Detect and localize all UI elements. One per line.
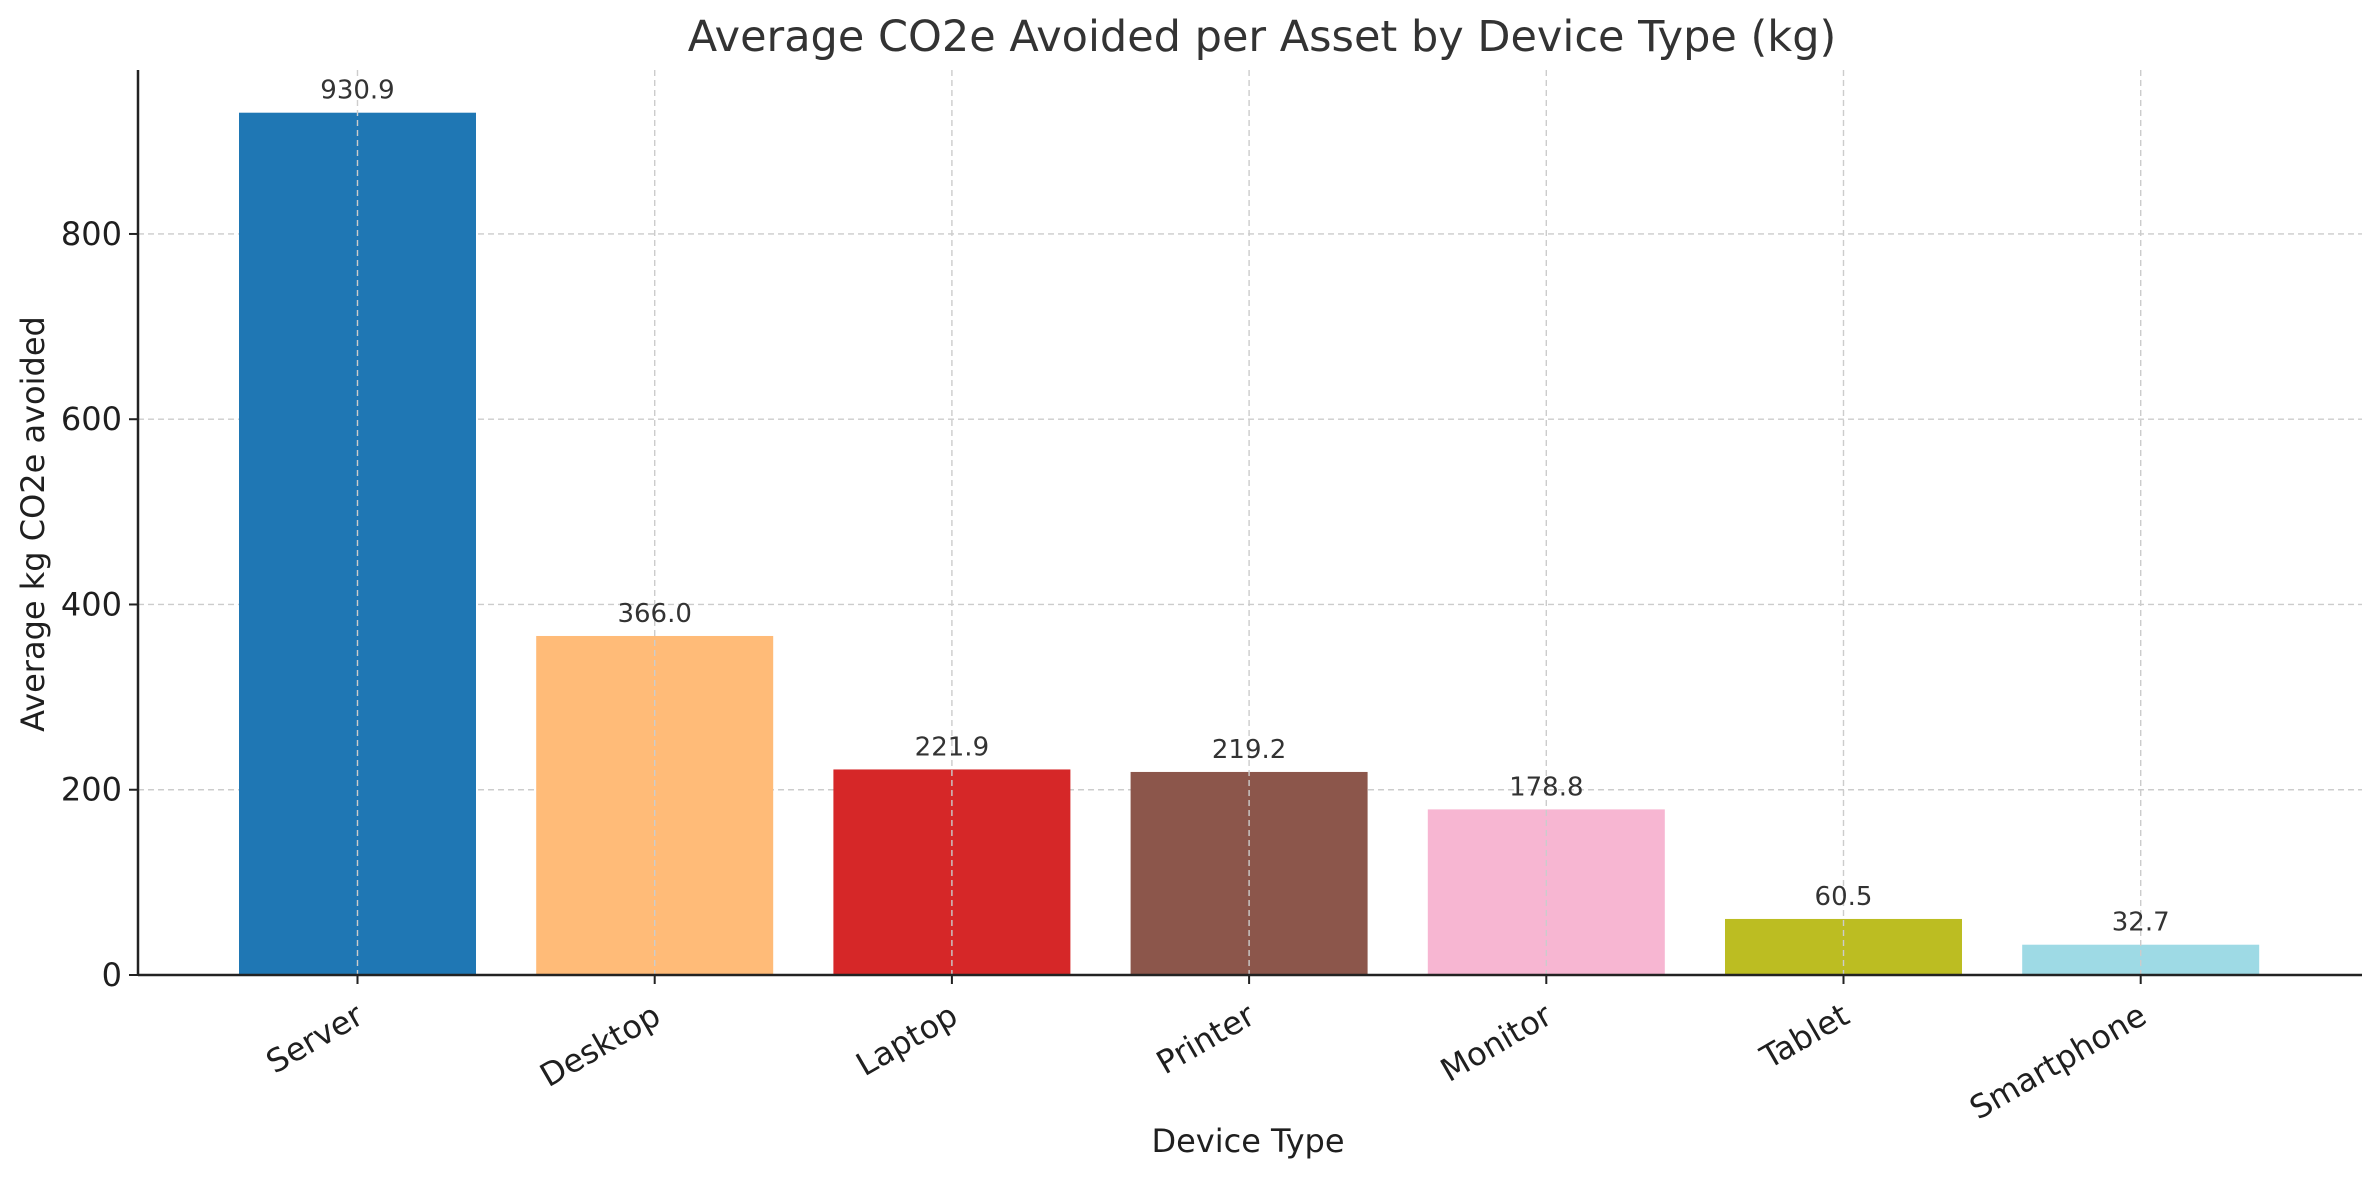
bar-smartphone [2022, 944, 2260, 975]
x-tick-label: Server [260, 995, 371, 1081]
value-label: 178.8 [1509, 772, 1583, 802]
y-axis-label: Average kg CO2e avoided [14, 316, 52, 732]
x-axis-label: Device Type [1151, 1122, 1344, 1160]
value-label: 930.9 [320, 76, 394, 106]
value-label: 219.2 [1212, 735, 1286, 765]
bar-tablet [1725, 918, 1962, 975]
y-tick-label: 0 [102, 956, 122, 994]
value-label: 32.7 [2112, 908, 2170, 938]
y-tick-label: 800 [61, 215, 122, 253]
y-tick-label: 400 [61, 585, 122, 623]
value-label: 60.5 [1815, 882, 1873, 912]
y-tick-label: 200 [61, 771, 122, 809]
y-tick-label: 600 [61, 400, 122, 438]
value-label: 221.9 [915, 732, 989, 762]
x-tick-label: Desktop [533, 996, 666, 1095]
x-tick-label: Laptop [849, 996, 963, 1084]
axes [129, 70, 2362, 984]
x-tick-label: Monitor [1434, 995, 1559, 1089]
value-label: 366.0 [617, 599, 691, 629]
x-tick-label: Tablet [1753, 996, 1855, 1077]
vertical-grid [356, 70, 2142, 975]
x-tick-label: Printer [1150, 995, 1262, 1082]
chart-title: Average CO2e Avoided per Asset by Device… [688, 12, 1837, 62]
x-tick-label: Smartphone [1963, 996, 2153, 1127]
